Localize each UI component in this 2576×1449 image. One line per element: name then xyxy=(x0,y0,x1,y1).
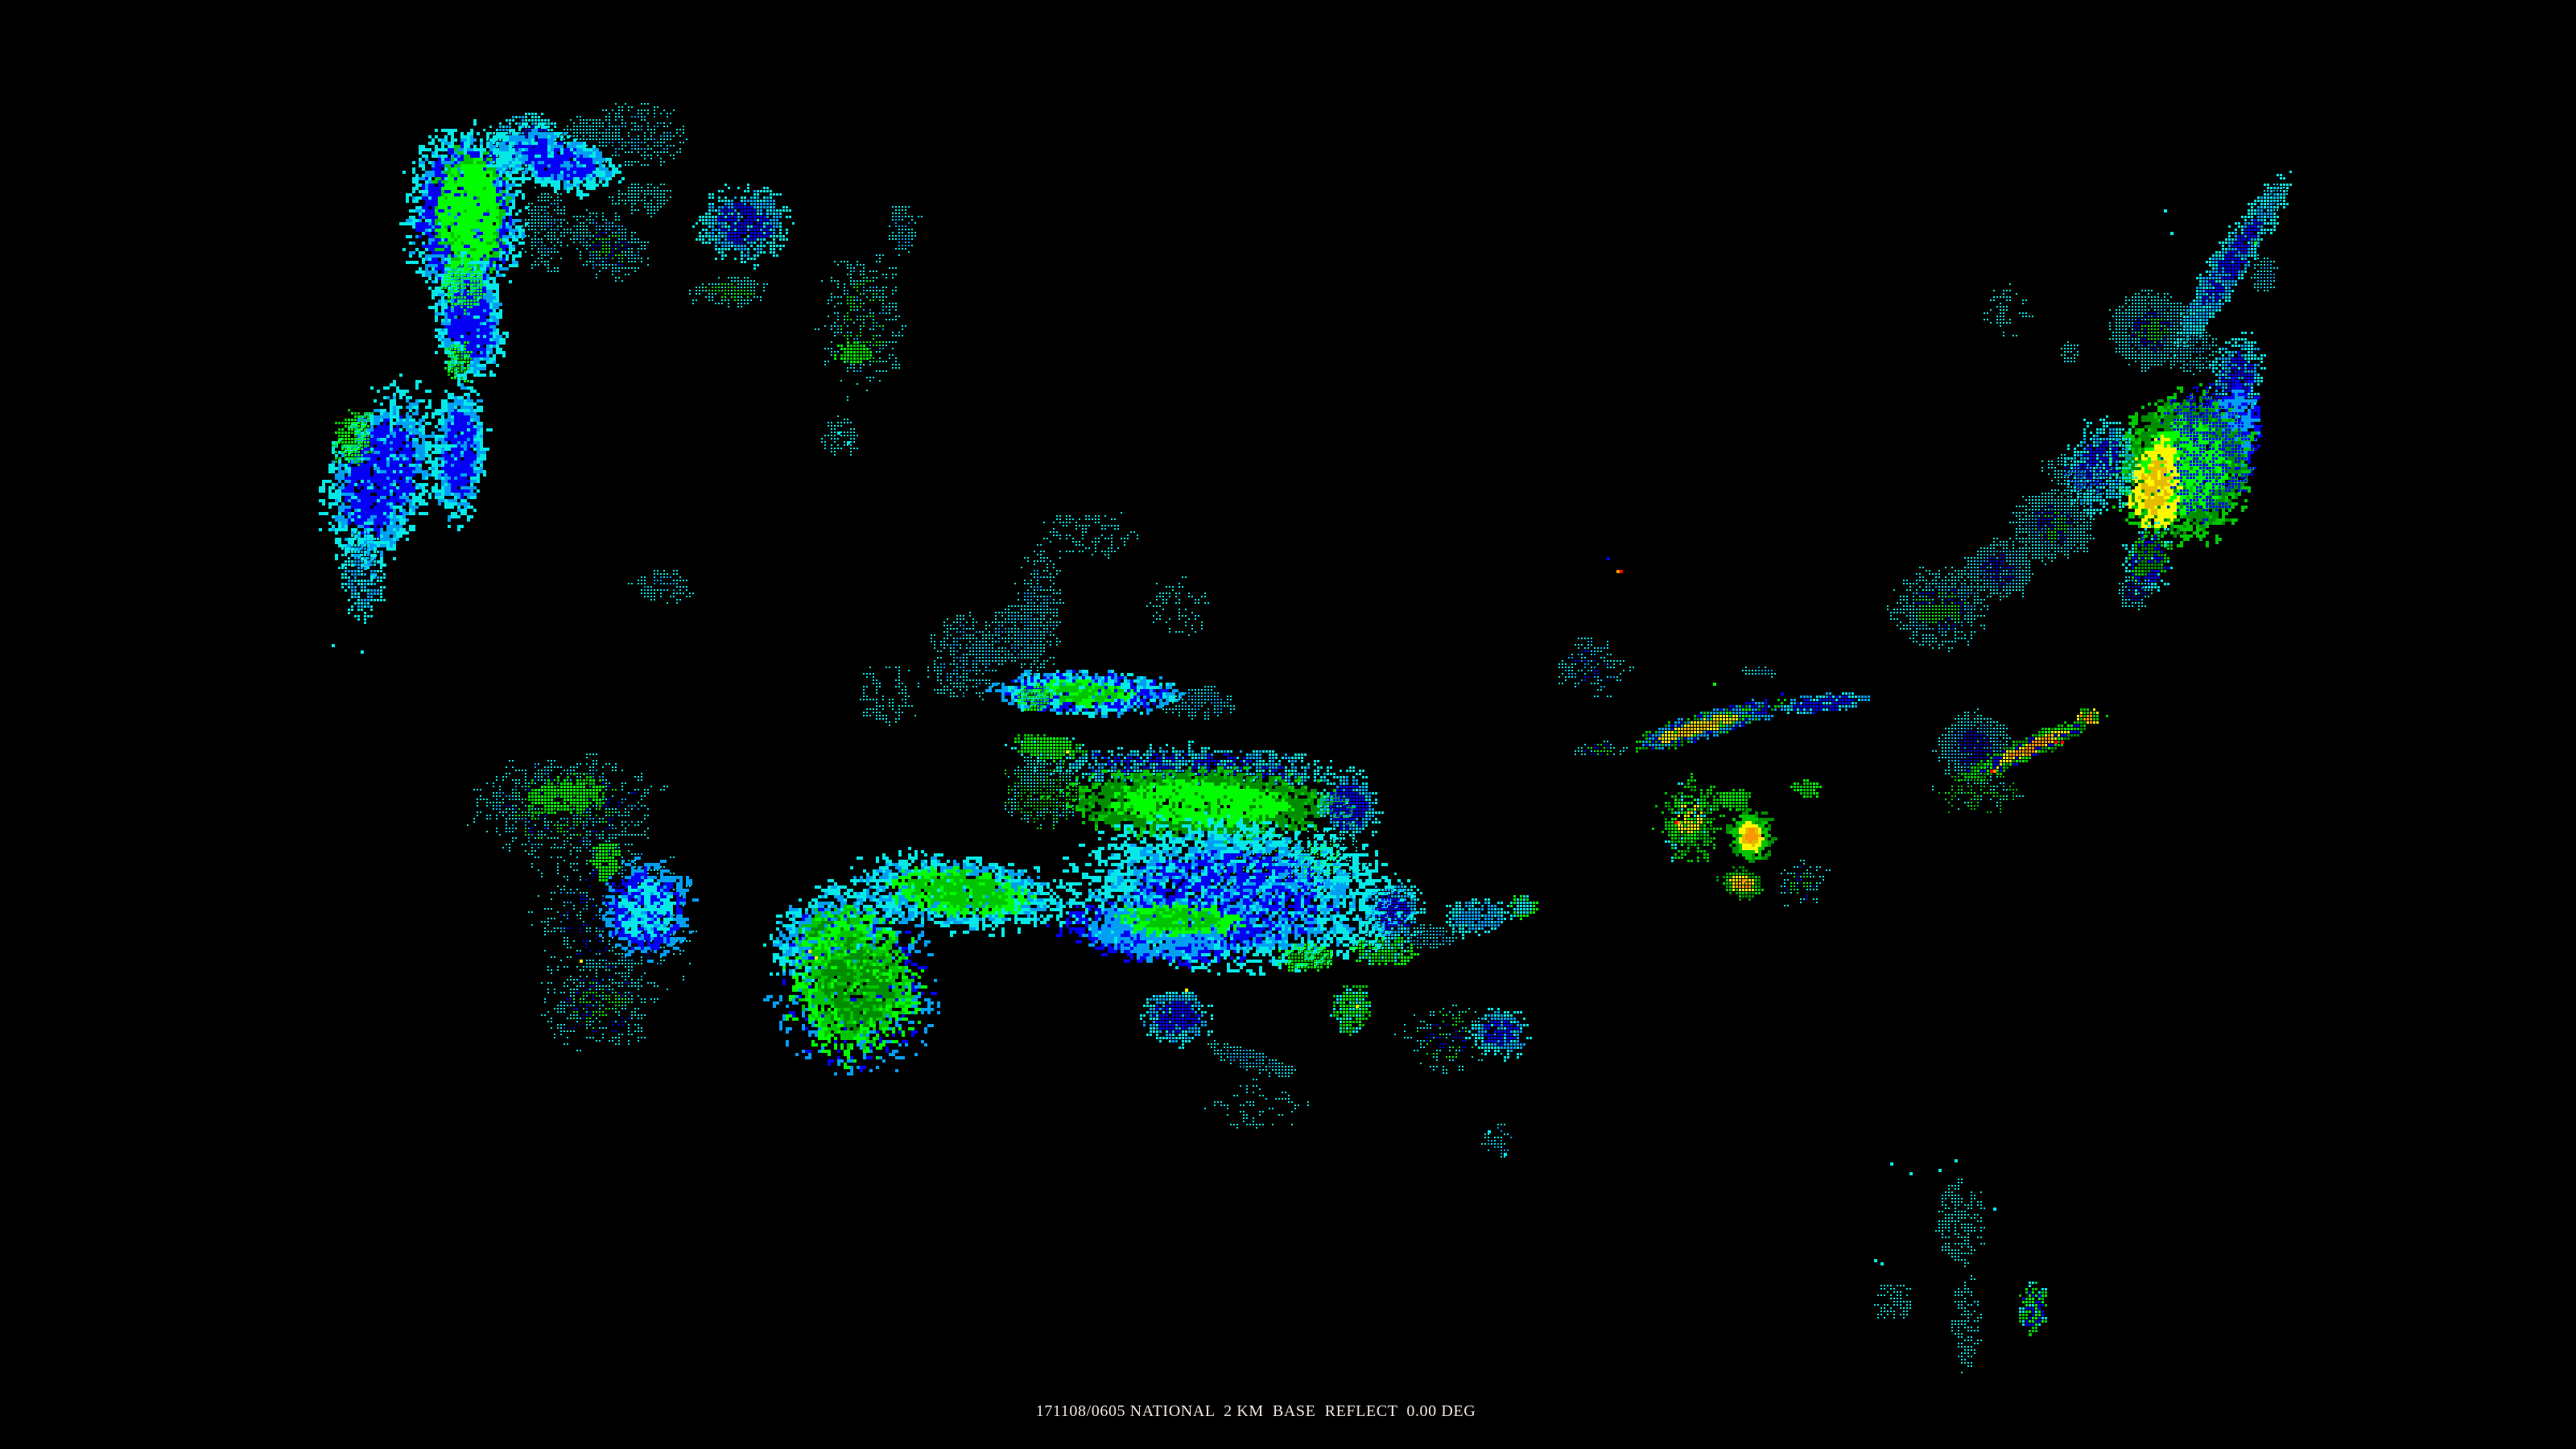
radar-caption: 171108/0605 NATIONAL 2 KM BASE REFLECT 0… xyxy=(1035,1402,1476,1420)
